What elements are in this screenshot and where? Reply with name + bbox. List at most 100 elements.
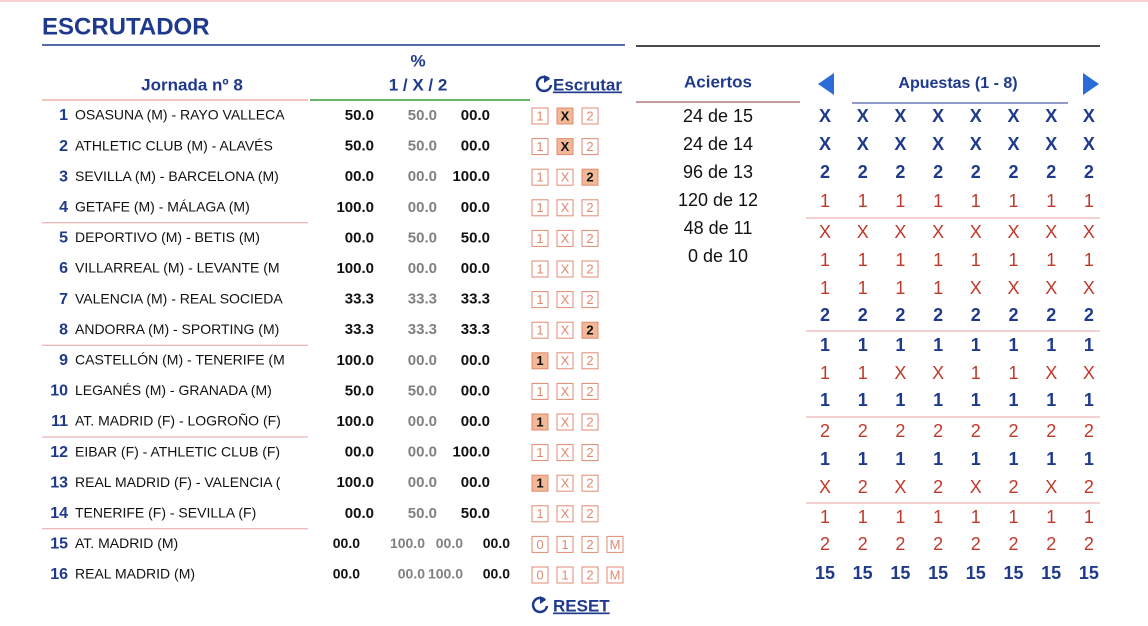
option-box[interactable]: 1 bbox=[531, 321, 549, 339]
bet-value: 2 bbox=[1084, 534, 1094, 554]
option-box[interactable]: 1 bbox=[531, 291, 549, 309]
option-box[interactable]: 2 bbox=[581, 413, 599, 431]
bet-value: 2 bbox=[858, 534, 868, 554]
prev-arrow[interactable] bbox=[818, 73, 834, 95]
option-box[interactable]: 2 bbox=[581, 535, 599, 553]
option-box[interactable]: 2 bbox=[581, 352, 599, 370]
reset-link[interactable]: RESET bbox=[553, 596, 610, 615]
option-box[interactable]: 1 bbox=[531, 505, 549, 523]
bet-value: X bbox=[894, 363, 906, 383]
option-box[interactable]: 2 bbox=[581, 382, 599, 400]
option-box[interactable]: 2 bbox=[581, 107, 599, 125]
option-box[interactable]: X bbox=[556, 199, 574, 217]
match-name: CASTELLÓN (M) - TENERIFE (M bbox=[75, 352, 285, 368]
bet-value: 2 bbox=[933, 534, 943, 554]
option-box[interactable]: X bbox=[556, 107, 574, 125]
option-frame bbox=[531, 474, 549, 492]
option-box[interactable]: 1 bbox=[531, 260, 549, 278]
escrutar-link[interactable]: Escrutar bbox=[553, 75, 622, 94]
bet-value: 2 bbox=[1008, 534, 1018, 554]
option-box[interactable]: 1 bbox=[531, 229, 549, 247]
bet-value: 2 bbox=[1046, 162, 1056, 182]
option-label: 1 bbox=[536, 261, 543, 276]
percent-header: % bbox=[410, 51, 425, 70]
option-box[interactable]: 2 bbox=[581, 138, 599, 156]
option-box[interactable]: 1 bbox=[531, 138, 549, 156]
percent: 00.0 bbox=[483, 566, 510, 582]
option-box[interactable]: 0 bbox=[531, 535, 549, 553]
match-name: VALENCIA (M) - REAL SOCIEDA bbox=[75, 290, 283, 306]
bet-value: X bbox=[894, 222, 906, 242]
option-frame bbox=[556, 229, 574, 247]
option-box[interactable]: 1 bbox=[556, 535, 574, 553]
option-box[interactable]: 2 bbox=[581, 199, 599, 217]
option-box[interactable]: 1 bbox=[531, 168, 549, 186]
option-box[interactable]: 2 bbox=[581, 566, 599, 584]
option-box[interactable]: 1 bbox=[531, 382, 549, 400]
reset-button[interactable]: RESET bbox=[531, 596, 610, 615]
option-box[interactable]: 2 bbox=[581, 444, 599, 462]
escrutar-button[interactable]: Escrutar bbox=[535, 75, 622, 94]
option-box[interactable]: X bbox=[556, 321, 574, 339]
option-box[interactable]: 1 bbox=[531, 474, 549, 492]
bet-value: 1 bbox=[971, 449, 981, 469]
option-box[interactable]: X bbox=[556, 260, 574, 278]
bet-value: X bbox=[1045, 106, 1057, 126]
option-box[interactable]: M bbox=[606, 566, 624, 584]
option-box[interactable]: 1 bbox=[531, 413, 549, 431]
option-box[interactable]: 2 bbox=[581, 505, 599, 523]
option-box[interactable]: 0 bbox=[531, 566, 549, 584]
bet-value: 2 bbox=[933, 477, 943, 497]
bet-value: X bbox=[1045, 134, 1057, 154]
bet-value: X bbox=[894, 477, 906, 497]
bet-value: X bbox=[819, 477, 831, 497]
percent: 00.0 bbox=[408, 260, 437, 277]
option-box[interactable]: X bbox=[556, 474, 574, 492]
bet-value: X bbox=[857, 134, 869, 154]
option-box[interactable]: X bbox=[556, 382, 574, 400]
percent: 00.0 bbox=[333, 566, 360, 582]
option-box[interactable]: X bbox=[556, 444, 574, 462]
bet-value: 2 bbox=[1046, 421, 1056, 441]
option-box[interactable]: X bbox=[556, 291, 574, 309]
bet-value: 1 bbox=[1046, 390, 1056, 410]
option-box[interactable]: 2 bbox=[581, 291, 599, 309]
option-box[interactable]: 2 bbox=[581, 260, 599, 278]
match-name: GETAFE (M) - MÁLAGA (M) bbox=[75, 199, 250, 215]
option-box[interactable]: 2 bbox=[581, 229, 599, 247]
percent: 00.0 bbox=[461, 199, 490, 216]
option-box[interactable]: X bbox=[556, 138, 574, 156]
option-box[interactable]: M bbox=[606, 535, 624, 553]
option-box[interactable]: X bbox=[556, 229, 574, 247]
percent: 00.0 bbox=[333, 535, 360, 551]
option-frame bbox=[556, 444, 574, 462]
option-box[interactable]: 1 bbox=[556, 566, 574, 584]
option-label: 1 bbox=[561, 567, 568, 582]
percent: 00.0 bbox=[408, 168, 437, 185]
option-box[interactable]: 2 bbox=[581, 168, 599, 186]
option-box[interactable]: 2 bbox=[581, 321, 599, 339]
option-box[interactable]: X bbox=[556, 413, 574, 431]
option-box[interactable]: 2 bbox=[581, 474, 599, 492]
option-frame bbox=[581, 566, 599, 584]
bet-value: X bbox=[857, 106, 869, 126]
percent: 50.0 bbox=[408, 505, 437, 522]
option-frame bbox=[531, 260, 549, 278]
option-box[interactable]: 1 bbox=[531, 107, 549, 125]
bet-value: 2 bbox=[1008, 305, 1018, 325]
option-label: 1 bbox=[536, 108, 543, 123]
option-frame bbox=[581, 444, 599, 462]
option-frame bbox=[581, 229, 599, 247]
bet-value: 1 bbox=[1046, 250, 1056, 270]
bet-value: X bbox=[1007, 106, 1019, 126]
option-box[interactable]: 1 bbox=[531, 444, 549, 462]
option-box[interactable]: X bbox=[556, 168, 574, 186]
option-box[interactable]: 1 bbox=[531, 352, 549, 370]
bet-value: X bbox=[857, 222, 869, 242]
next-arrow[interactable] bbox=[1083, 73, 1099, 95]
option-box[interactable]: 1 bbox=[531, 199, 549, 217]
bet-value: 2 bbox=[1046, 534, 1056, 554]
option-box[interactable]: X bbox=[556, 352, 574, 370]
bet-value: 1 bbox=[1008, 390, 1018, 410]
option-box[interactable]: X bbox=[556, 505, 574, 523]
